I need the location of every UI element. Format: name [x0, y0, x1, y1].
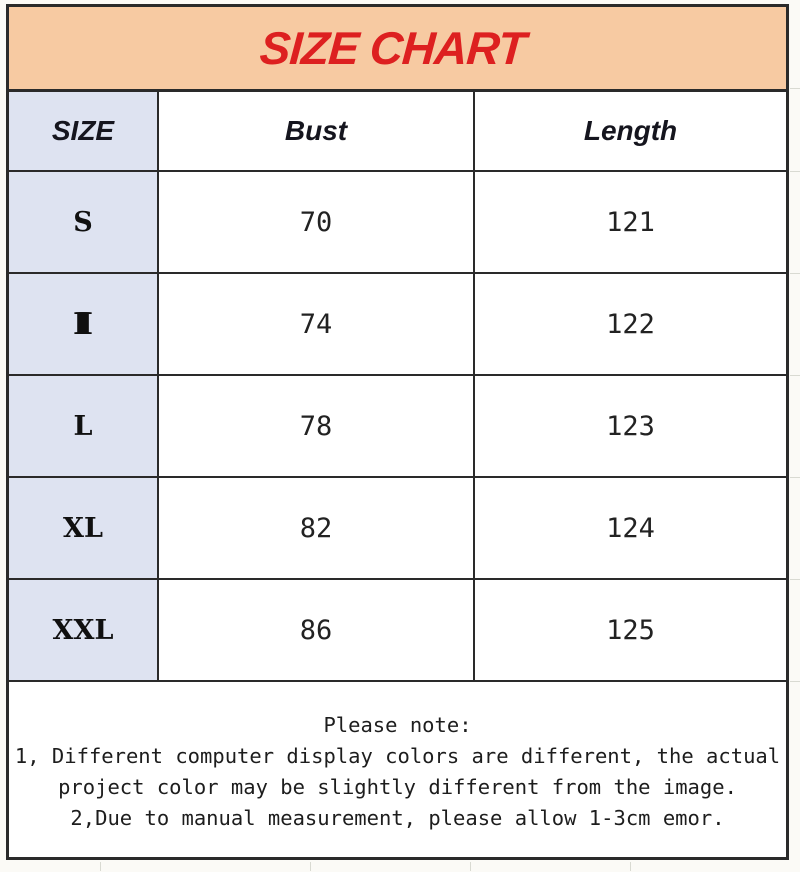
background-gridline [630, 862, 631, 871]
note-title: Please note: [323, 713, 472, 737]
bust-value: 78 [159, 376, 475, 476]
background-gridline [790, 88, 800, 89]
size-label-s: S [9, 172, 159, 272]
note-line: project color may be slightly different … [58, 775, 737, 799]
background-gridline [100, 862, 101, 871]
note-box: Please note: 1, Different computer displ… [9, 682, 786, 857]
column-header-size: SIZE [9, 92, 159, 170]
background-gridline [470, 862, 471, 871]
background-gridline [790, 375, 800, 376]
column-header-bust: Bust [159, 92, 475, 170]
background-gridline [790, 681, 800, 682]
table-row: XL 82 124 [9, 478, 786, 580]
size-chart-panel: SIZE CHART SIZE Bust Length S 70 121 I 7… [6, 4, 789, 860]
size-label-xl: XL [9, 478, 159, 578]
background-gridline [790, 477, 800, 478]
background-gridline [790, 579, 800, 580]
table-header-row: SIZE Bust Length [9, 92, 786, 172]
table-row: L 78 123 [9, 376, 786, 478]
table-row: XXL 86 125 [9, 580, 786, 682]
table-row: I 74 122 [9, 274, 786, 376]
size-table: SIZE Bust Length S 70 121 I 74 122 L 78 … [9, 92, 786, 682]
length-value: 123 [606, 410, 655, 442]
title-band: SIZE CHART [9, 7, 786, 92]
bust-value: 82 [159, 478, 475, 578]
background-gridline [790, 273, 800, 274]
background-gridline [310, 862, 311, 871]
bust-value: 86 [159, 580, 475, 680]
length-value: 121 [606, 206, 655, 238]
note-line: 2,Due to manual measurement, please allo… [70, 806, 725, 830]
table-row: S 70 121 [9, 172, 786, 274]
size-label-l: L [9, 376, 159, 476]
length-value: 125 [606, 614, 655, 646]
note-line: 1, Different computer display colors are… [14, 744, 781, 768]
column-header-length: Length [583, 115, 678, 146]
page-title: SIZE CHART [258, 22, 527, 74]
size-label-xxl: XXL [9, 580, 159, 680]
bust-value: 70 [159, 172, 475, 272]
bust-value: 74 [159, 274, 475, 374]
size-label-m: I [9, 274, 159, 374]
background-gridline [790, 171, 800, 172]
length-value: 124 [606, 512, 655, 544]
length-value: 122 [606, 308, 655, 340]
